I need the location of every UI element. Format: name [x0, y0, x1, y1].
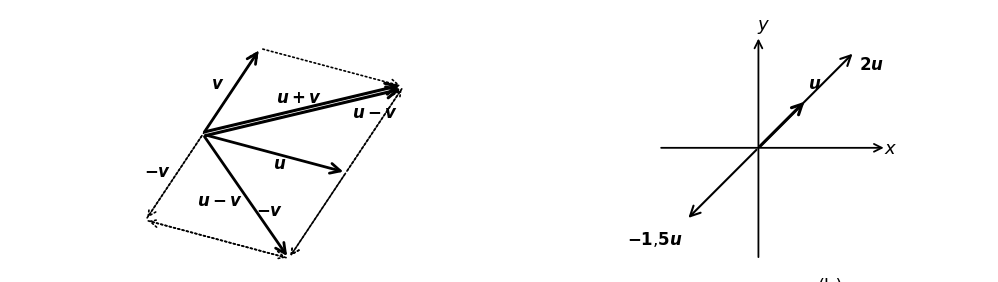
- Text: $y$: $y$: [756, 18, 769, 36]
- Text: $\boldsymbol{u-v}$: $\boldsymbol{u-v}$: [197, 192, 243, 210]
- Text: $\boldsymbol{-1{,}5u}$: $\boldsymbol{-1{,}5u}$: [627, 230, 683, 249]
- Text: $\boldsymbol{-v}$: $\boldsymbol{-v}$: [144, 164, 171, 181]
- Text: (b): (b): [817, 278, 843, 282]
- Text: $\boldsymbol{v}$: $\boldsymbol{v}$: [211, 75, 224, 93]
- Text: $\boldsymbol{u}$: $\boldsymbol{u}$: [808, 74, 821, 92]
- Text: $x$: $x$: [884, 140, 897, 158]
- Text: $\boldsymbol{u-v}$: $\boldsymbol{u-v}$: [352, 104, 397, 122]
- Text: $\boldsymbol{-v}$: $\boldsymbol{-v}$: [256, 202, 283, 220]
- Text: $\boldsymbol{u}$: $\boldsymbol{u}$: [272, 155, 285, 173]
- Text: $\boldsymbol{2u}$: $\boldsymbol{2u}$: [859, 56, 884, 74]
- Text: $\boldsymbol{u+v}$: $\boldsymbol{u+v}$: [275, 89, 321, 107]
